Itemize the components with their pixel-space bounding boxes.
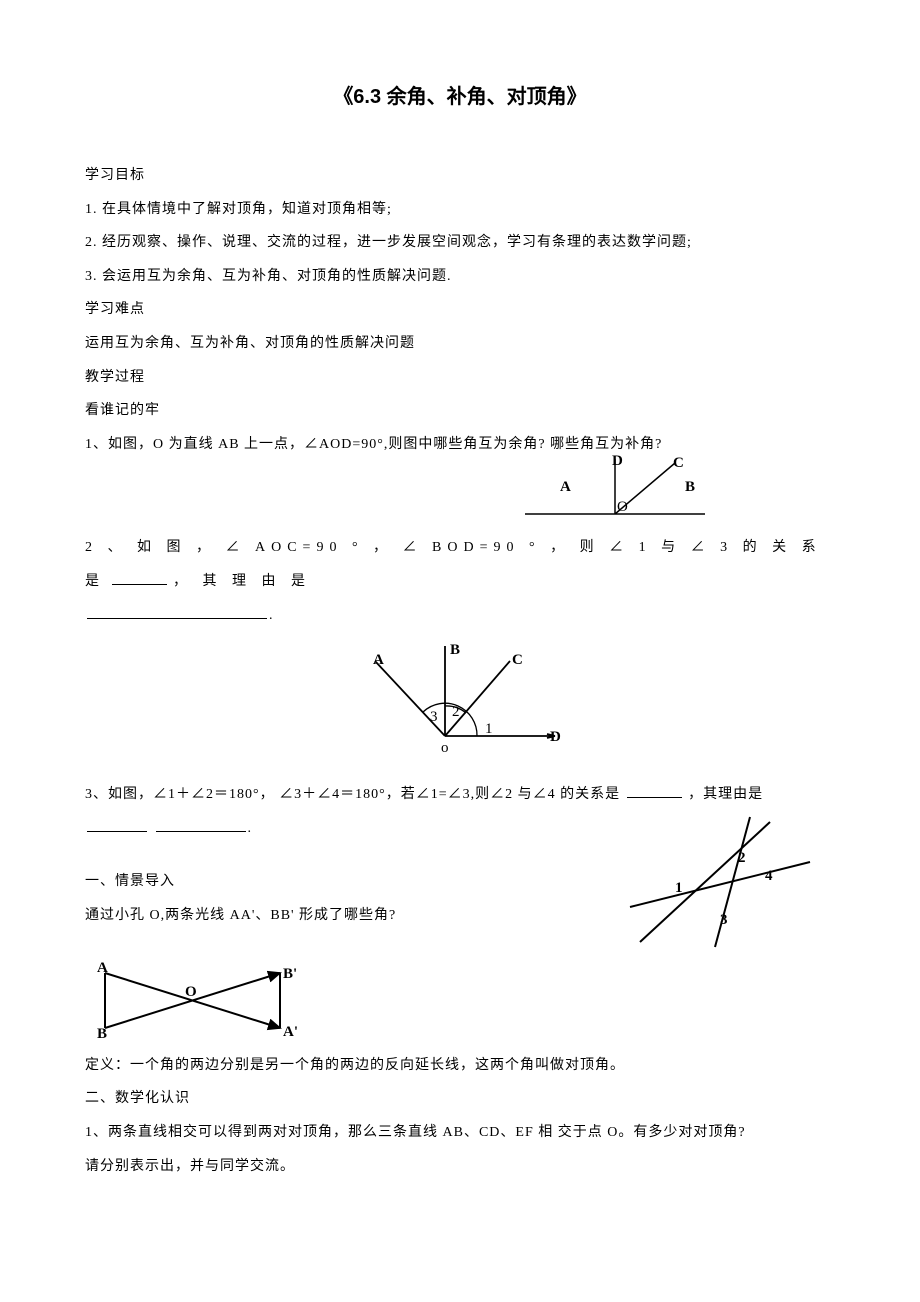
question-2-blank-line: . (85, 599, 835, 633)
svg-text:C: C (512, 652, 523, 668)
goal-heading: 学习目标 (85, 159, 835, 193)
svg-text:B: B (685, 479, 695, 495)
figure-4-svg: A B B' A' O (85, 958, 315, 1043)
svg-text:A: A (97, 960, 108, 976)
math-q1a: 1、两条直线相交可以得到两对对顶角，那么三条直线 AB、CD、EF 相 交于点 … (85, 1116, 835, 1150)
svg-text:3: 3 (430, 709, 438, 725)
q3-part-a: 3、如图，∠1＋∠2＝180°， ∠3＋∠4＝180°，若∠1=∠3,则∠2 与… (85, 787, 620, 802)
question-2: 2 、 如 图 ， ∠ AOC=90 ° ， ∠ BOD=90 ° ， 则 ∠ … (85, 531, 835, 598)
figure-1-svg: A D C B O (505, 451, 725, 531)
definition-text: 定义：一个角的两边分别是另一个角的两边的反向延长线，这两个角叫做对顶角。 (85, 1049, 835, 1083)
figure-4: A B B' A' O (85, 958, 835, 1043)
math-heading: 二、数学化认识 (85, 1082, 835, 1116)
spacer (85, 762, 835, 778)
q3-row: . 一、情景导入 通过小孔 O,两条光线 AA'、BB' 形成了哪些角? 1 2… (85, 812, 835, 952)
figure-1: A D C B O (85, 451, 835, 531)
svg-text:A': A' (283, 1024, 298, 1040)
svg-text:1: 1 (675, 880, 683, 896)
svg-text:3: 3 (720, 912, 728, 928)
svg-text:O: O (185, 984, 197, 1000)
difficulty-heading: 学习难点 (85, 293, 835, 327)
figure-3: 1 2 3 4 (605, 812, 835, 952)
svg-text:4: 4 (765, 868, 773, 884)
goal-2: 2. 经历观察、操作、说理、交流的过程，进一步发展空间观念，学习有条理的表达数学… (85, 226, 835, 260)
svg-text:1: 1 (485, 721, 493, 737)
document-page: 《6.3 余角、补角、对顶角》 学习目标 1. 在具体情境中了解对顶角，知道对顶… (0, 0, 920, 1302)
q3-part-b: ，其理由是 (688, 787, 763, 802)
figure-3-svg: 1 2 3 4 (620, 812, 820, 952)
blank-q2-2 (87, 604, 267, 619)
page-title: 《6.3 余角、补角、对顶角》 (85, 80, 835, 109)
figure-2-svg: A B C D o 1 2 3 (345, 636, 575, 756)
svg-text:A: A (560, 479, 571, 495)
svg-text:B: B (97, 1026, 107, 1042)
math-q1b: 请分别表示出，并与同学交流。 (85, 1150, 835, 1184)
q2-part-b: ， 其 理 由 是 (173, 574, 311, 589)
blank-q3-2b (156, 817, 246, 832)
blank-q2-1 (112, 570, 167, 585)
svg-text:2: 2 (738, 850, 746, 866)
svg-text:B': B' (283, 966, 297, 982)
svg-text:2: 2 (452, 704, 460, 720)
svg-text:D: D (612, 453, 623, 469)
blank-q3-1 (627, 783, 682, 798)
goal-1: 1. 在具体情境中了解对顶角，知道对顶角相等; (85, 193, 835, 227)
question-3: 3、如图，∠1＋∠2＝180°， ∠3＋∠4＝180°，若∠1=∠3,则∠2 与… (85, 778, 835, 812)
process-heading: 教学过程 (85, 361, 835, 395)
svg-text:C: C (673, 455, 684, 471)
question-3-blank-line: . (85, 812, 605, 846)
sub-heading: 看谁记的牢 (85, 394, 835, 428)
svg-text:O: O (617, 499, 628, 515)
spacer-2 (85, 845, 605, 865)
scene-text: 通过小孔 O,两条光线 AA'、BB' 形成了哪些角? (85, 899, 605, 933)
difficulty-text: 运用互为余角、互为补角、对顶角的性质解决问题 (85, 327, 835, 361)
goal-3: 3. 会运用互为余角、互为补角、对顶角的性质解决问题. (85, 260, 835, 294)
figure-2: A B C D o 1 2 3 (85, 636, 835, 756)
scene-heading: 一、情景导入 (85, 865, 605, 899)
svg-text:o: o (441, 740, 449, 756)
svg-text:A: A (373, 652, 384, 668)
svg-text:B: B (450, 642, 460, 658)
blank-q3-2a (87, 817, 147, 832)
